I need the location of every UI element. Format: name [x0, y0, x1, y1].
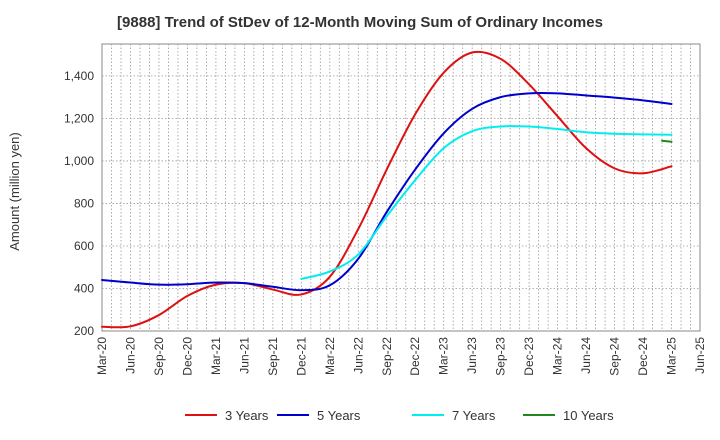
x-tick-label: Jun-23	[465, 337, 479, 374]
x-tick-label: Sep-24	[608, 337, 622, 376]
legend-label-7-years: 7 Years	[452, 408, 496, 423]
x-tick-label: Jun-21	[237, 337, 251, 374]
series-line-5-years	[101, 91, 673, 292]
series-line-10-years	[661, 139, 673, 143]
x-tick-label: Dec-21	[294, 337, 308, 376]
x-tick-label: Dec-24	[636, 337, 650, 376]
y-tick-label: 1,000	[64, 154, 94, 168]
grid-lines	[101, 43, 701, 332]
x-tick-label: Sep-20	[152, 337, 166, 376]
y-tick-label: 600	[74, 239, 94, 253]
y-tick-label: 1,200	[64, 111, 94, 125]
series-lines	[101, 50, 673, 329]
x-tick-label: Mar-21	[209, 337, 223, 375]
x-tick-label: Jun-22	[351, 337, 365, 374]
y-tick-label: 1,400	[64, 69, 94, 83]
y-tick-label: 200	[74, 324, 94, 338]
legend-label-5-years: 5 Years	[317, 408, 361, 423]
x-tick-label: Mar-20	[95, 337, 109, 375]
x-tick-label: Mar-24	[551, 337, 565, 375]
x-tick-label: Mar-25	[665, 337, 679, 375]
x-tick-label: Mar-23	[437, 337, 451, 375]
x-tick-label: Sep-22	[380, 337, 394, 376]
x-tick-label: Sep-23	[494, 337, 508, 376]
x-tick-label: Sep-21	[266, 337, 280, 376]
y-tick-label: 400	[74, 281, 94, 295]
series-line-7-years	[300, 125, 673, 280]
x-tick-label: Jun-24	[579, 337, 593, 374]
x-tick-label: Jun-20	[123, 337, 137, 374]
axes: 200 400 600 800 1,000 1,200 1,400 Mar-20 Jun-20 S…	[7, 69, 707, 376]
y-tick-label: 800	[74, 196, 94, 210]
x-tick-label: Dec-20	[180, 337, 194, 376]
x-tick-label: Jun-25	[693, 337, 707, 374]
plot-area	[101, 43, 701, 332]
chart-title: [9888] Trend of StDev of 12-Month Moving…	[117, 14, 603, 31]
series-line-3-years	[101, 50, 673, 329]
x-tick-label: Dec-22	[408, 337, 422, 376]
legend-label-10-years: 10 Years	[563, 408, 614, 423]
legend: 3 Years 5 Years 7 Years 10 Years	[185, 408, 614, 423]
y-axis-title: Amount (million yen)	[7, 132, 22, 251]
x-tick-label: Dec-23	[522, 337, 536, 376]
legend-label-3-years: 3 Years	[225, 408, 269, 423]
x-tick-label: Mar-22	[323, 337, 337, 375]
